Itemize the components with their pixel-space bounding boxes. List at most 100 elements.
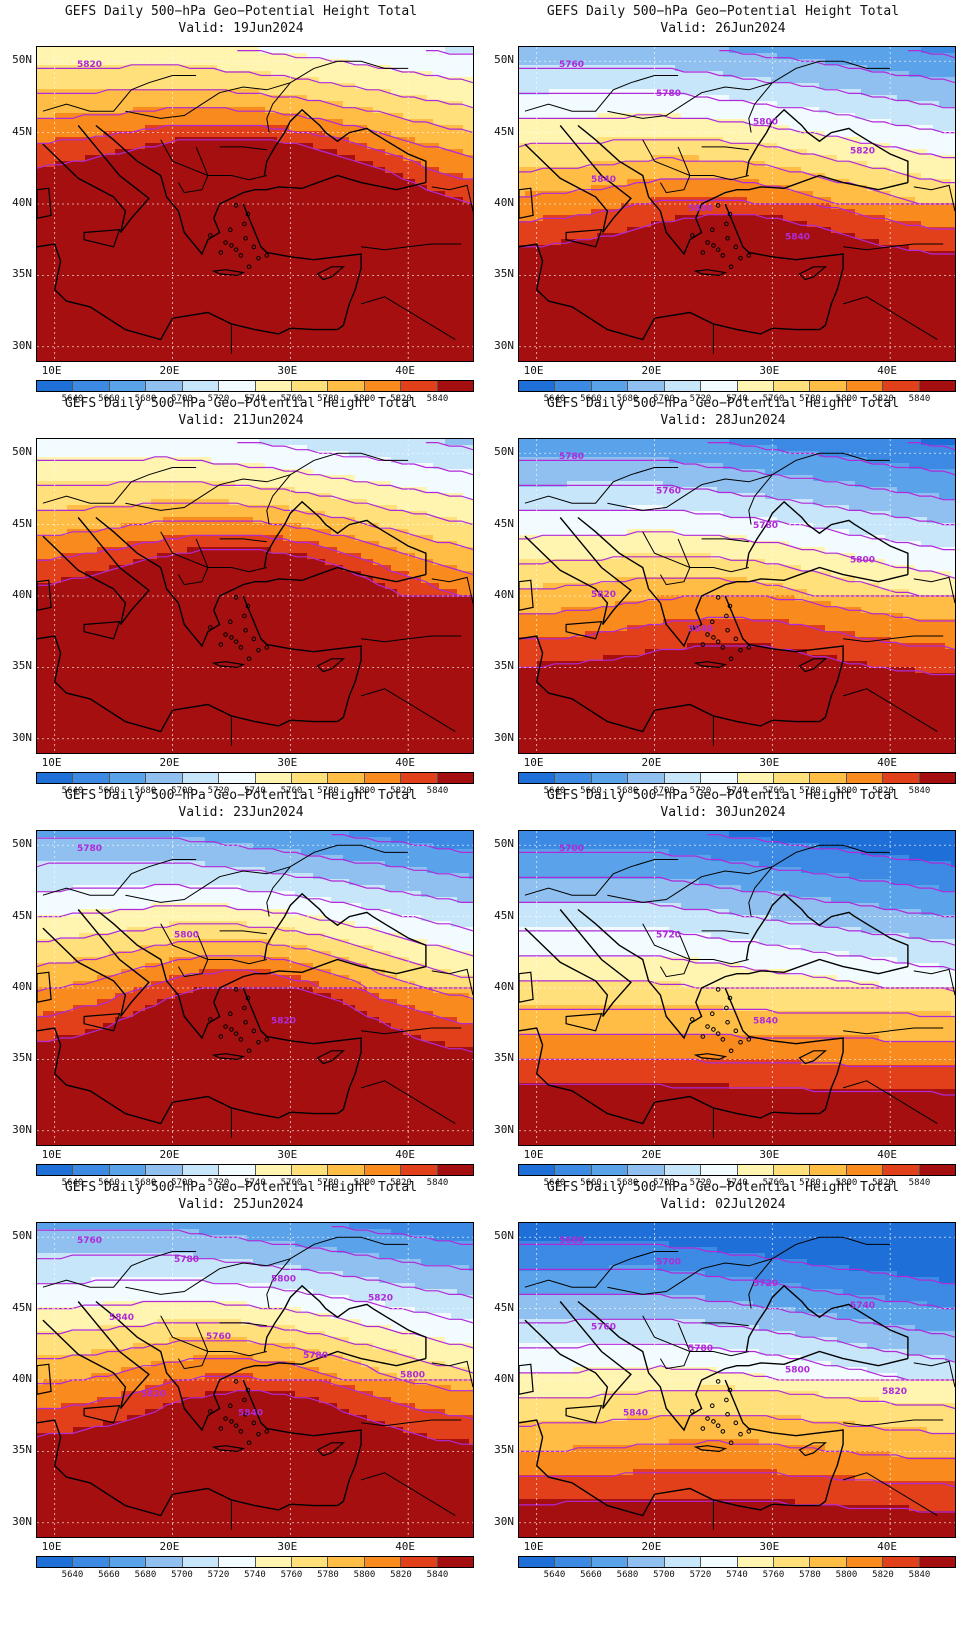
height-band-cell [391, 347, 398, 354]
height-band-cell [271, 143, 278, 150]
height-band-cell [109, 53, 116, 60]
height-band-cell [235, 95, 242, 102]
height-band-cell [307, 137, 314, 144]
height-band-cell [175, 59, 182, 66]
height-band-cell [681, 83, 688, 90]
height-band-cell [55, 221, 62, 228]
height-band-cell [627, 119, 634, 126]
height-band-cell [217, 275, 224, 282]
height-band-cell [133, 107, 140, 114]
height-band-cell [385, 233, 392, 240]
height-band-cell [615, 71, 622, 78]
height-band-cell [403, 323, 410, 330]
height-band-cell [897, 107, 904, 114]
height-band-cell [157, 203, 164, 210]
height-band-cell [253, 263, 260, 270]
height-band-cell [537, 95, 544, 102]
height-band-cell [771, 77, 778, 84]
height-band-cell [469, 83, 473, 90]
height-band-cell [307, 209, 314, 216]
height-band-cell [187, 197, 194, 204]
height-band-cell [301, 359, 308, 361]
height-band-cell [43, 59, 50, 66]
height-band-cell [355, 185, 362, 192]
height-band-cell [939, 119, 946, 126]
height-band-cell [67, 185, 74, 192]
height-band-cell [37, 143, 44, 150]
height-band-cell [43, 353, 50, 360]
height-band-cell [241, 71, 248, 78]
height-band-cell [211, 257, 218, 264]
height-band-cell [265, 185, 272, 192]
height-band-cell [211, 179, 218, 186]
height-band-cell [469, 143, 473, 150]
height-band-cell [873, 125, 880, 132]
height-band-cell [103, 269, 110, 276]
height-band-cell [217, 353, 224, 360]
height-band-cell [139, 101, 146, 108]
height-band-cell [223, 329, 230, 336]
height-band-cell [151, 197, 158, 204]
height-band-cell [409, 83, 416, 90]
height-band-cell [175, 197, 182, 204]
height-band-cell [457, 209, 464, 216]
height-band-cell [735, 53, 742, 60]
height-band-cell [409, 203, 416, 210]
height-band-cell [37, 155, 44, 162]
height-band-cell [379, 143, 386, 150]
islet-outline [218, 250, 224, 255]
height-band-cell [103, 293, 110, 300]
height-band-cell [43, 125, 50, 132]
height-band-cell [687, 83, 694, 90]
height-band-cell [825, 95, 832, 102]
height-band-cell [427, 257, 434, 264]
height-band-cell [469, 245, 473, 252]
height-band-cell [783, 47, 790, 54]
height-band-cell [103, 275, 110, 282]
height-band-cell [175, 161, 182, 168]
height-band-cell [79, 77, 86, 84]
height-band-cell [127, 167, 134, 174]
height-band-cell [253, 317, 260, 324]
height-band-cell [427, 269, 434, 276]
height-band-cell [79, 47, 86, 54]
colorbar-swatch [255, 381, 292, 391]
height-band-cell [741, 59, 748, 66]
height-band-cell [909, 119, 916, 126]
height-band-cell [157, 155, 164, 162]
height-band-cell [175, 245, 182, 252]
height-band-cell [97, 101, 104, 108]
height-band-cell [939, 89, 946, 96]
height-band-cell [729, 83, 736, 90]
height-band-cell [319, 161, 326, 168]
height-band-cell [367, 317, 374, 324]
height-band-cell [61, 299, 68, 306]
height-band-cell [313, 329, 320, 336]
height-band-cell [367, 347, 374, 354]
height-band-cell [187, 53, 194, 60]
height-band-cell [313, 341, 320, 348]
height-band-cell [831, 53, 838, 60]
height-band-cell [109, 113, 116, 120]
height-band-cell [55, 173, 62, 180]
height-band-cell [421, 83, 428, 90]
height-band-cell [415, 83, 422, 90]
height-band-cell [169, 107, 176, 114]
height-band-cell [259, 119, 266, 126]
height-band-cell [307, 119, 314, 126]
height-band-cell [331, 191, 338, 198]
height-band-cell [79, 143, 86, 150]
height-band-cell [181, 293, 188, 300]
islet-outline [242, 221, 247, 227]
height-band-cell [355, 197, 362, 204]
height-band-cell [313, 137, 320, 144]
height-band-cell [55, 113, 62, 120]
height-band-cell [457, 149, 464, 156]
height-band-cell [55, 233, 62, 240]
height-band-cell [163, 263, 170, 270]
height-band-cell [415, 197, 422, 204]
height-band-cell [337, 299, 344, 306]
height-band-cell [85, 83, 92, 90]
height-band-cell [79, 95, 86, 102]
height-band-cell [681, 113, 688, 120]
